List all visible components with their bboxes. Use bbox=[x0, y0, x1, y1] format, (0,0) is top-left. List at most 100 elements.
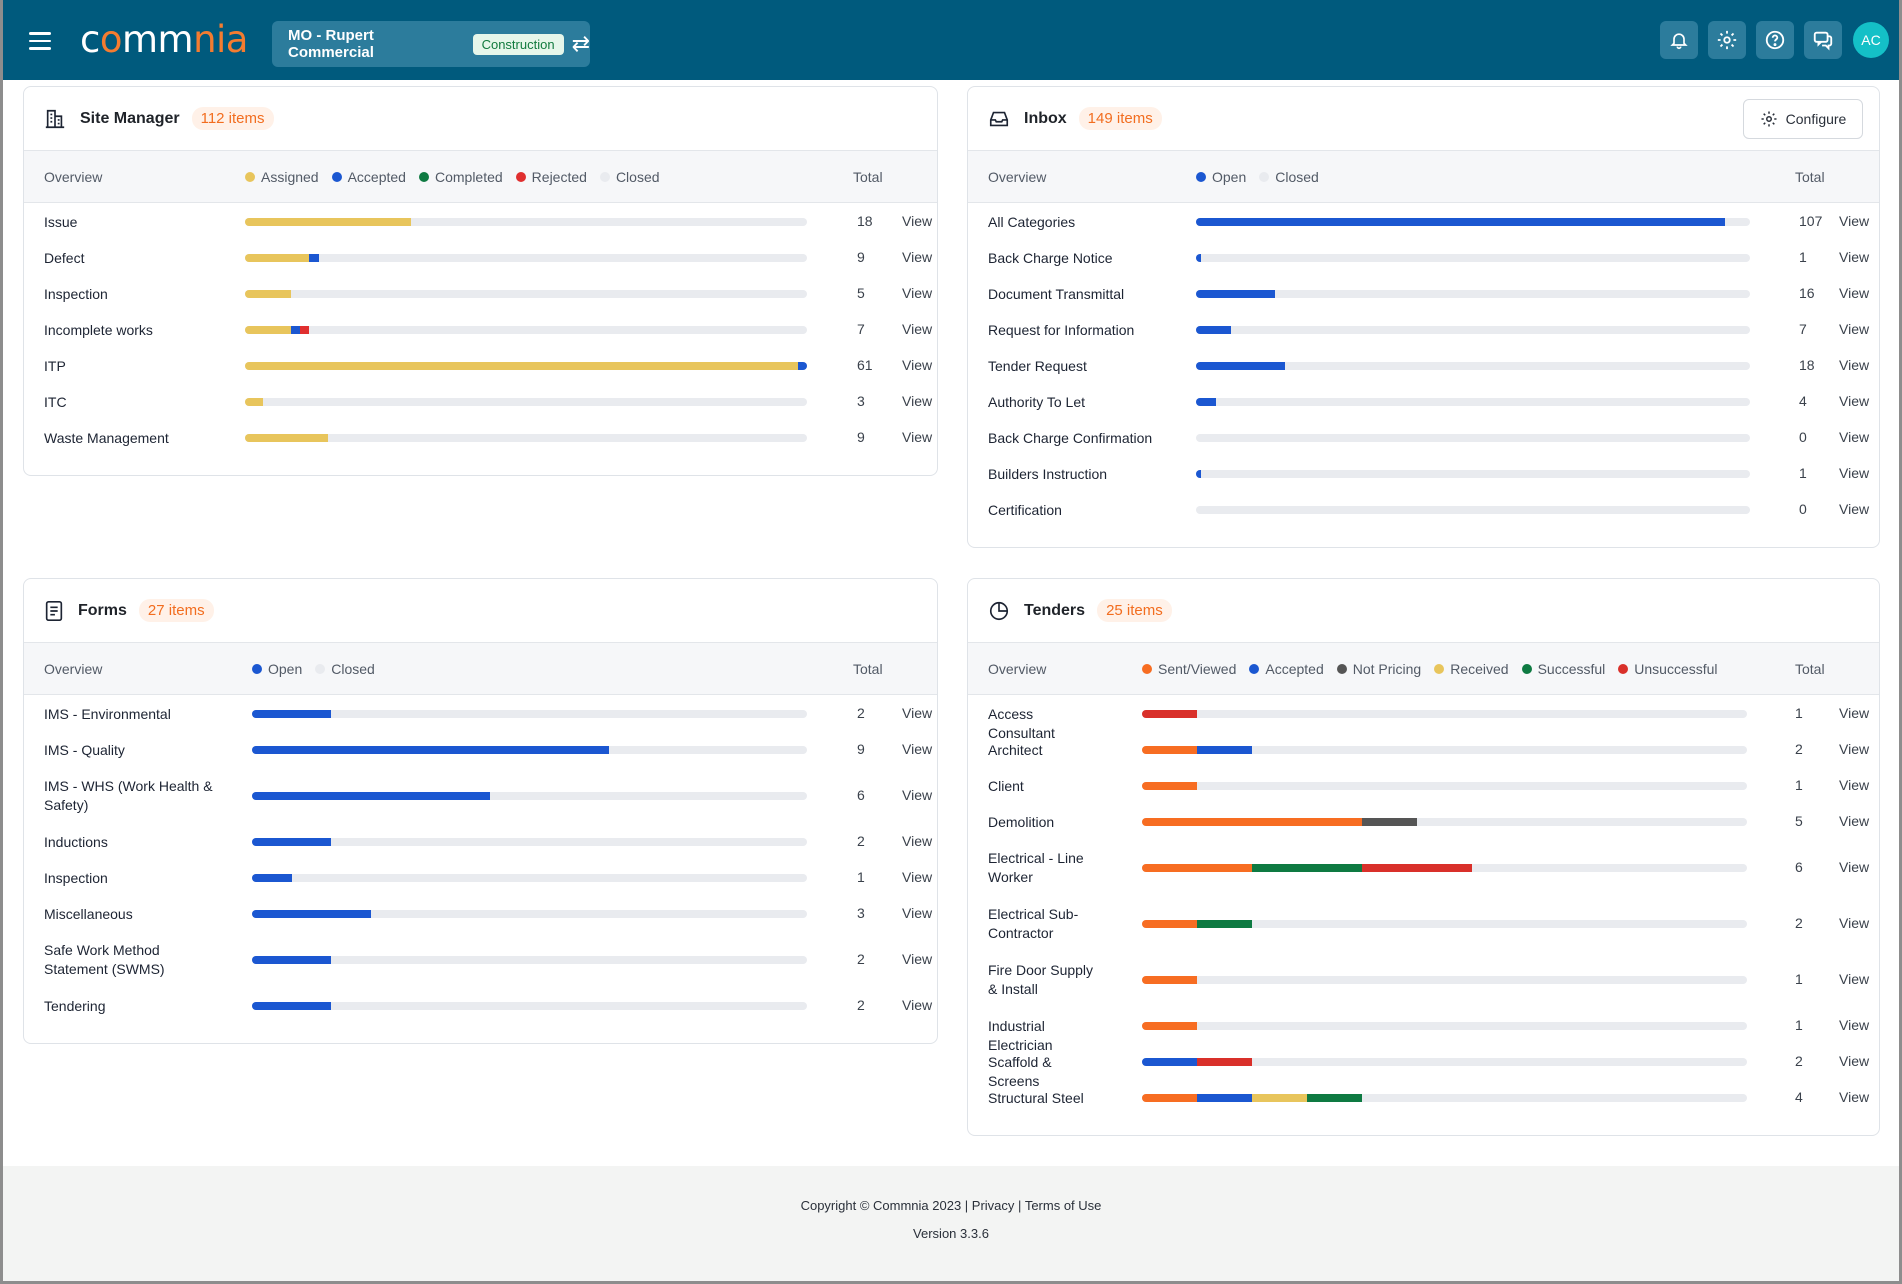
overview-label: Overview bbox=[988, 661, 1047, 677]
row-label: Miscellaneous bbox=[44, 906, 133, 922]
view-link[interactable]: View bbox=[1839, 1017, 1870, 1033]
row-total: 3 bbox=[857, 905, 865, 921]
view-link[interactable]: View bbox=[902, 321, 933, 337]
bar-segment bbox=[1197, 1058, 1252, 1066]
item-count-badge: 112 items bbox=[191, 107, 274, 130]
view-link[interactable]: View bbox=[1839, 465, 1870, 481]
bar-segment bbox=[1142, 710, 1197, 718]
view-link[interactable]: View bbox=[1839, 501, 1870, 517]
legend-item: Sent/Viewed bbox=[1142, 661, 1236, 677]
view-link[interactable]: View bbox=[902, 833, 933, 849]
legend-dot bbox=[599, 172, 610, 182]
overview-header: Overview Sent/Viewed Accepted Not Pricing R… bbox=[968, 643, 1879, 695]
copyright-line: Copyright © Commnia 2023 | Privacy | Ter… bbox=[3, 1198, 1899, 1213]
list-item: IMS - Environmental 2 View bbox=[24, 694, 937, 734]
total-label: Total bbox=[1795, 169, 1825, 185]
bar-segment bbox=[1197, 746, 1252, 754]
row-total: 2 bbox=[857, 833, 865, 849]
configure-button[interactable]: Configure bbox=[1743, 99, 1863, 139]
view-link[interactable]: View bbox=[902, 429, 933, 445]
view-link[interactable]: View bbox=[902, 997, 933, 1013]
view-link[interactable]: View bbox=[902, 393, 933, 409]
card-title: Site Manager bbox=[80, 109, 180, 127]
view-link[interactable]: View bbox=[1839, 357, 1870, 373]
view-link[interactable]: View bbox=[1839, 705, 1870, 721]
view-link[interactable]: View bbox=[1839, 1053, 1870, 1069]
row-label: Client bbox=[988, 778, 1024, 794]
row-label: Document Transmittal bbox=[988, 286, 1125, 302]
item-count-badge: 25 items bbox=[1097, 599, 1172, 622]
view-link[interactable]: View bbox=[902, 741, 933, 757]
menu-icon[interactable] bbox=[29, 32, 51, 50]
legend-dot bbox=[1434, 664, 1445, 674]
bar-segment bbox=[1362, 818, 1417, 826]
progress-bar bbox=[1142, 1022, 1747, 1030]
swap-icon[interactable]: ⇄ bbox=[571, 31, 590, 56]
view-link[interactable]: View bbox=[902, 869, 933, 885]
view-link[interactable]: View bbox=[902, 357, 933, 373]
view-link[interactable]: View bbox=[1839, 213, 1870, 229]
row-label: Issue bbox=[44, 214, 78, 230]
progress-bar bbox=[1196, 254, 1750, 262]
row-label: Scaffold & Screens bbox=[988, 1054, 1052, 1089]
view-link[interactable]: View bbox=[1839, 1089, 1870, 1105]
view-link[interactable]: View bbox=[902, 705, 933, 721]
list-item: ITP 61 View bbox=[24, 346, 937, 386]
view-link[interactable]: View bbox=[1839, 429, 1870, 445]
legend-label: Rejected bbox=[531, 169, 587, 185]
row-total: 9 bbox=[857, 429, 865, 445]
row-total: 61 bbox=[857, 357, 873, 373]
legend-dot bbox=[1196, 172, 1206, 182]
view-link[interactable]: View bbox=[902, 249, 933, 265]
legend-item: Completed bbox=[418, 169, 503, 185]
view-link[interactable]: View bbox=[1839, 859, 1870, 875]
view-link[interactable]: View bbox=[1839, 971, 1870, 987]
overview-label: Overview bbox=[44, 661, 103, 677]
view-link[interactable]: View bbox=[1839, 393, 1870, 409]
progress-bar bbox=[1142, 976, 1747, 984]
row-total: 1 bbox=[1799, 465, 1807, 481]
overview-header: Overview Open Closed Total bbox=[24, 643, 937, 695]
view-link[interactable]: View bbox=[902, 951, 933, 967]
legend-item: Accepted bbox=[1249, 661, 1324, 677]
legend-label: Open bbox=[1212, 169, 1247, 185]
list-item: Industrial Electrician 1 View bbox=[968, 1006, 1879, 1053]
progress-bar bbox=[1196, 470, 1750, 478]
view-link[interactable]: View bbox=[1839, 777, 1870, 793]
progress-bar bbox=[245, 254, 807, 262]
card-header: Tenders 25 items bbox=[968, 579, 1879, 643]
progress-bar bbox=[1142, 710, 1747, 718]
view-link[interactable]: View bbox=[1839, 915, 1870, 931]
progress-bar bbox=[252, 1002, 807, 1010]
bar-segment bbox=[1362, 864, 1472, 872]
view-link[interactable]: View bbox=[1839, 741, 1870, 757]
progress-bar bbox=[252, 838, 807, 846]
logo[interactable]: commnia bbox=[80, 18, 248, 61]
settings-button[interactable] bbox=[1708, 21, 1746, 59]
row-total: 2 bbox=[857, 705, 865, 721]
help-button[interactable] bbox=[1756, 21, 1794, 59]
row-label: Electrical Sub-Contractor bbox=[988, 906, 1079, 941]
view-link[interactable]: View bbox=[902, 213, 933, 229]
terms-link[interactable]: Terms of Use bbox=[1024, 1198, 1102, 1213]
notifications-button[interactable] bbox=[1660, 21, 1698, 59]
list-item: Client 1 View bbox=[968, 766, 1879, 806]
user-avatar[interactable]: AC bbox=[1853, 22, 1889, 58]
project-switcher[interactable]: MO - Rupert Commercial Construction ⇄ bbox=[272, 21, 590, 67]
row-label: Industrial Electrician bbox=[988, 1018, 1053, 1053]
total-label: Total bbox=[853, 169, 883, 185]
view-link[interactable]: View bbox=[902, 285, 933, 301]
view-link[interactable]: View bbox=[902, 905, 933, 921]
row-label: Inspection bbox=[44, 870, 108, 886]
view-link[interactable]: View bbox=[902, 787, 933, 803]
view-link[interactable]: View bbox=[1839, 249, 1870, 265]
view-link[interactable]: View bbox=[1839, 285, 1870, 301]
gear-icon bbox=[1761, 111, 1777, 127]
view-link[interactable]: View bbox=[1839, 321, 1870, 337]
list-item: Fire Door Supply & Install 1 View bbox=[968, 960, 1879, 1000]
privacy-link[interactable]: Privacy bbox=[971, 1198, 1015, 1213]
legend-label: Successful bbox=[1537, 661, 1606, 677]
view-link[interactable]: View bbox=[1839, 813, 1870, 829]
row-label: Inspection bbox=[44, 286, 108, 302]
messages-button[interactable] bbox=[1804, 21, 1842, 59]
